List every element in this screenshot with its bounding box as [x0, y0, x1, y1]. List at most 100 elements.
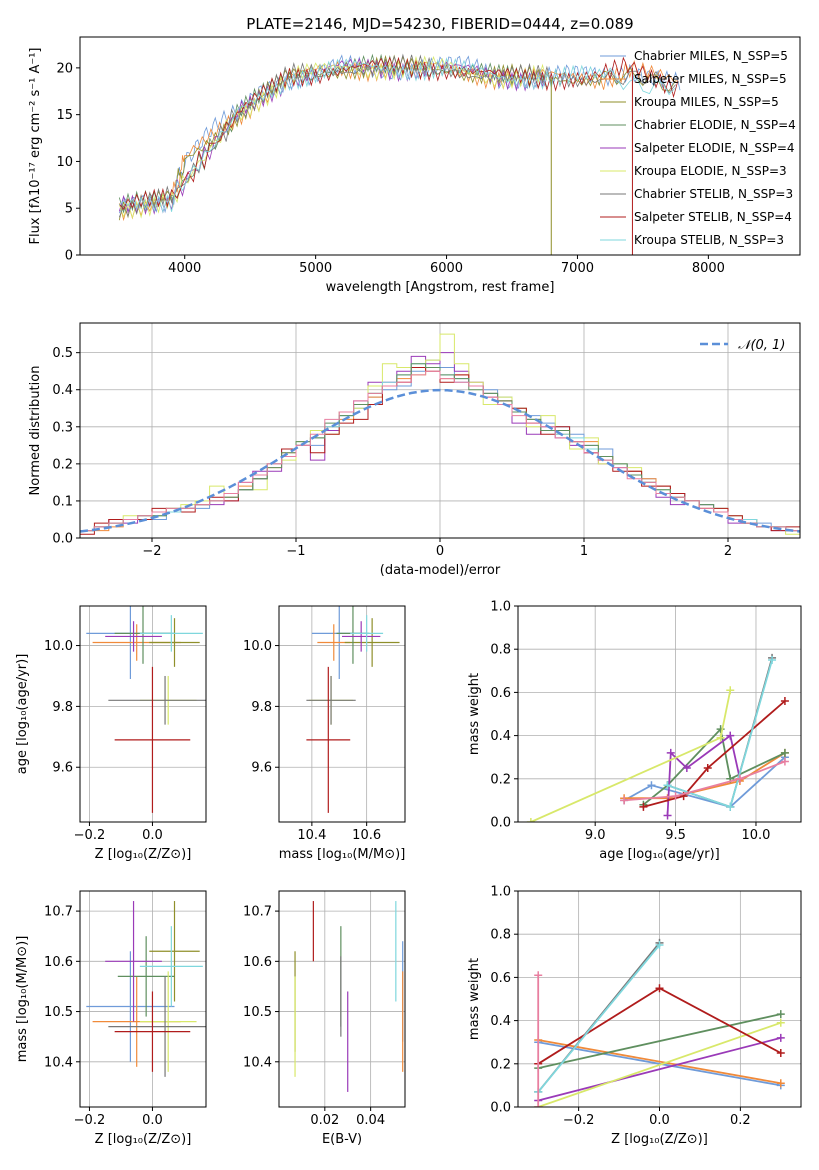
weight-series-line	[538, 1039, 781, 1085]
axes-frame	[79, 605, 207, 823]
x-tick-label: −2	[142, 544, 161, 559]
weight-marker	[647, 781, 656, 790]
x-tick-label: −0.2	[74, 828, 106, 843]
weight-marker	[776, 1010, 785, 1019]
y-tick-label: 0.4	[490, 729, 511, 744]
weight-series-line	[537, 1037, 782, 1102]
legend-label: Kroupa MILES, N_SSP=5	[634, 95, 779, 109]
chart-mass_weight_vs_Z: −0.2 0.0 0.2 0.0 0.2 0.4 0.6 0.8 1.0 Z [log₁₀(Z/Z…	[467, 885, 802, 1147]
weight-series-line	[624, 752, 786, 800]
weight-marker	[776, 1079, 785, 1088]
x-tick-label: 1	[580, 544, 588, 559]
weight-marker	[534, 1103, 543, 1107]
plot-area	[306, 606, 400, 813]
y-tick-label: 9.8	[251, 700, 272, 715]
weight-series-line	[538, 1013, 781, 1069]
x-axis-label: Z [log₁₀(Z/Z⊙)]	[611, 1132, 708, 1147]
weight-marker	[655, 941, 664, 949]
axes-frame	[278, 890, 406, 1108]
y-tick-label: 10.7	[243, 905, 272, 920]
y-tick-label: 0.4	[490, 1014, 511, 1029]
weight-series-line	[643, 700, 786, 808]
chart-mass_vs_Z: −0.2 0.0 10.4 10.5 10.6 10.7 Z [log₁₀(Z/Z⊙)] ma…	[15, 890, 207, 1147]
x-tick-label: 6000	[430, 261, 463, 276]
weight-marker	[780, 697, 789, 706]
x-tick-label: −0.2	[74, 1113, 106, 1128]
weight-marker	[534, 971, 543, 980]
weight-marker	[671, 792, 680, 801]
x-tick-label: 4000	[168, 261, 201, 276]
weight-marker	[780, 757, 789, 766]
y-axis-label: Flux [fλ10⁻¹⁷ erg cm⁻² s⁻¹ A⁻¹]	[28, 48, 43, 245]
chart-mass_weight_vs_age: 9.0 9.5 10.0 0.0 0.2 0.4 0.6 0.8 1.0 age [log₁₀(a…	[467, 600, 802, 862]
weight-series-line	[538, 1041, 781, 1087]
plot-area	[86, 901, 206, 1077]
y-tick-label: 0.8	[490, 928, 511, 943]
weight-marker	[655, 984, 664, 993]
y-tick-label: 0.8	[490, 643, 511, 658]
x-axis-label: (data-model)/error	[380, 563, 501, 578]
weight-marker	[663, 811, 672, 820]
weight-marker	[726, 802, 735, 811]
y-tick-label: 0.0	[52, 532, 73, 547]
legend-label: Kroupa ELODIE, N_SSP=3	[634, 164, 787, 178]
y-tick-label: 10.0	[243, 639, 272, 654]
y-tick-label: 0.6	[490, 971, 511, 986]
legend-label: Kroupa STELIB, N_SSP=3	[634, 233, 784, 247]
weight-series-line	[623, 756, 786, 808]
legend-label: 𝒩(0, 1)	[738, 338, 785, 353]
x-tick-label: 2	[724, 544, 732, 559]
chart-mass_vs_ebv: 0.02 0.04 10.4 10.5 10.6 10.7 E(B-V)	[243, 890, 406, 1147]
y-tick-label: 0.5	[52, 346, 73, 361]
weight-series-line	[624, 760, 786, 802]
chart-age_vs_Z: −0.2 0.0 9.6 9.8 10.0 Z [log₁₀(Z/Z⊙)] age [log…	[15, 605, 207, 862]
y-tick-label: 0.0	[490, 1101, 511, 1116]
y-tick-label: 0.6	[490, 686, 511, 701]
legend-label: Chabrier STELIB, N_SSP=3	[634, 187, 793, 201]
legend-label: Chabrier MILES, N_SSP=5	[634, 49, 788, 63]
x-axis-label: E(B-V)	[322, 1132, 362, 1147]
weight-marker	[776, 1033, 785, 1042]
y-tick-label: 0	[65, 249, 73, 264]
x-tick-label: 5000	[299, 261, 332, 276]
y-tick-label: 0.0	[490, 816, 511, 831]
spectrum-series-line	[118, 54, 676, 221]
plot-area	[86, 606, 206, 813]
weight-marker	[526, 818, 535, 822]
spectrum-series-line	[119, 57, 676, 214]
legend-label: Salpeter ELODIE, N_SSP=4	[634, 141, 795, 155]
weight-series-line	[537, 1021, 782, 1107]
x-tick-label: 0.0	[142, 1113, 163, 1128]
weight-marker	[620, 796, 629, 805]
spectrum-series-line	[118, 55, 548, 220]
y-axis-label: mass [log₁₀(M/M⊙)]	[15, 936, 30, 1063]
y-tick-label: 10.4	[44, 1055, 73, 1070]
y-tick-label: 9.6	[52, 761, 73, 776]
x-tick-label: 10.4	[297, 828, 326, 843]
y-tick-label: 10.0	[44, 639, 73, 654]
y-tick-label: 10.6	[44, 955, 73, 970]
y-tick-label: 0.4	[52, 383, 73, 398]
x-tick-label: 0.0	[649, 1113, 670, 1128]
plot-area	[80, 333, 800, 535]
plot-area	[118, 53, 681, 255]
weight-marker	[666, 748, 675, 757]
weight-marker	[768, 656, 777, 664]
y-tick-label: 10.4	[243, 1055, 272, 1070]
x-tick-label: 0.2	[730, 1113, 751, 1128]
plot-area	[526, 653, 789, 822]
figure-title: PLATE=2146, MJD=54230, FIBERID=0444, z=0…	[246, 15, 633, 33]
weight-marker	[682, 764, 691, 772]
chart-age_vs_mass: 10.4 10.6 9.6 9.8 10.0 mass [log₁₀(M/M⊙)]	[243, 605, 406, 862]
weight-series-line	[530, 690, 732, 822]
y-tick-label: 9.6	[251, 761, 272, 776]
gaussian-curve	[80, 388, 800, 533]
y-axis-label: Normed distribution	[28, 366, 43, 496]
x-tick-label: −0.2	[563, 1113, 595, 1128]
y-tick-label: 0.1	[52, 494, 73, 509]
y-tick-label: 1.0	[490, 885, 511, 900]
spectrum-series-line	[118, 57, 548, 216]
x-tick-label: 7000	[561, 261, 594, 276]
